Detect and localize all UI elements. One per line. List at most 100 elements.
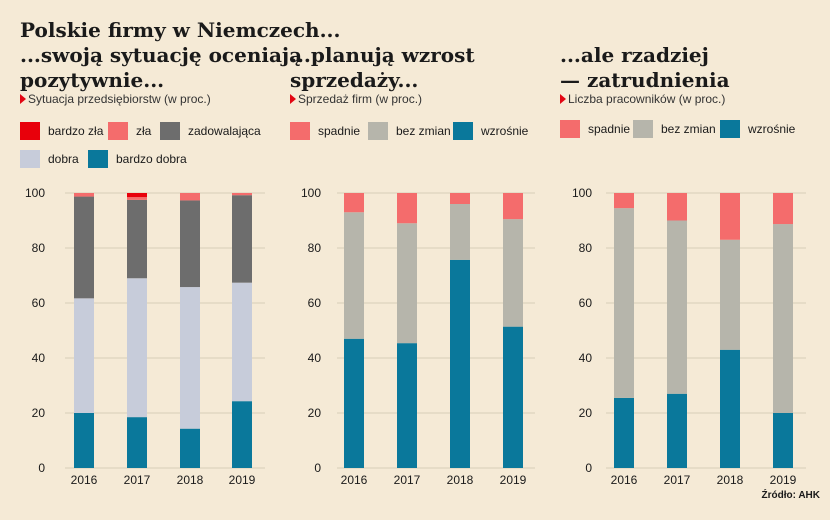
legend-swatch	[720, 120, 740, 138]
legend-item-bardzo-zla: bardzo zła	[20, 122, 103, 140]
legend-label: dobra	[48, 152, 79, 166]
subtitle-right-text: Liczba pracowników (w proc.)	[568, 92, 726, 106]
y-tick-label: 100	[25, 186, 45, 200]
bar-segment	[503, 219, 523, 327]
x-tick-label: 2017	[124, 473, 151, 487]
y-tick-label: 40	[308, 351, 322, 365]
legend-swatch	[108, 122, 128, 140]
legend-swatch	[88, 150, 108, 168]
legend-label: bardzo zła	[48, 124, 104, 138]
legend-swatch	[20, 122, 40, 140]
bar-segment	[232, 195, 252, 283]
y-tick-label: 20	[32, 406, 46, 420]
legend-item-zadowalajaca: zadowalająca	[160, 122, 261, 140]
legend-label: zła	[136, 124, 152, 138]
legend-swatch	[290, 122, 310, 140]
y-tick-label: 60	[308, 296, 322, 310]
y-tick-label: 60	[32, 296, 46, 310]
bar-segment	[667, 393, 687, 468]
x-tick-label: 2016	[71, 473, 98, 487]
bar-segment	[450, 204, 470, 260]
bar-segment	[450, 259, 470, 468]
y-tick-label: 40	[32, 351, 46, 365]
x-tick-label: 2019	[229, 473, 256, 487]
y-tick-label: 0	[585, 461, 592, 475]
bar-segment	[74, 413, 94, 468]
bar-segment	[74, 193, 94, 197]
bar-segment	[232, 193, 252, 196]
legend-label: bardzo dobra	[116, 152, 187, 166]
chart-title-right: ...ale rzadziej — zatrudnienia	[560, 43, 730, 92]
source-note: Źródło: AHK	[761, 490, 820, 501]
bar-segment	[614, 208, 634, 398]
legend-swatch	[368, 122, 388, 140]
legend-item-bez-zmian: bez zmian	[633, 120, 716, 138]
bar-segment	[614, 397, 634, 468]
x-tick-label: 2016	[341, 473, 368, 487]
legend-item-bardzo-dobra: bardzo dobra	[88, 150, 187, 168]
bar-segment	[344, 338, 364, 468]
chart-title-middle: ...planują wzrost sprzedaży...	[290, 43, 475, 92]
x-tick-label: 2019	[500, 473, 527, 487]
legend-label: bez zmian	[396, 124, 451, 138]
subtitle-marker-icon	[560, 94, 566, 104]
legend-swatch	[453, 122, 473, 140]
legend-item-wzrosnie: wzrośnie	[453, 122, 528, 140]
bar-segment	[397, 223, 417, 344]
bar-segment	[127, 199, 147, 279]
legend-label: bez zmian	[661, 122, 716, 136]
bar-segment	[180, 200, 200, 288]
subtitle-middle: Sprzedaż firm (w proc.)	[290, 92, 422, 106]
bar-segment	[397, 343, 417, 468]
y-tick-label: 60	[579, 296, 593, 310]
bar-segment	[773, 224, 793, 413]
x-tick-label: 2019	[770, 473, 797, 487]
x-tick-label: 2018	[177, 473, 204, 487]
bar-segment	[180, 193, 200, 201]
y-tick-label: 0	[314, 461, 321, 475]
subtitle-left-text: Sytuacja przedsiębiorstw (w proc.)	[28, 92, 211, 106]
subtitle-right: Liczba pracowników (w proc.)	[560, 92, 725, 106]
y-tick-label: 40	[579, 351, 593, 365]
bar-segment	[773, 413, 793, 468]
legend-swatch	[20, 150, 40, 168]
legend-item-dobra: dobra	[20, 150, 79, 168]
subtitle-marker-icon	[290, 94, 296, 104]
y-tick-label: 100	[572, 186, 592, 200]
bar-segment	[74, 298, 94, 413]
bar-segment	[450, 193, 470, 204]
chart-title-left: Polskie firmy w Niemczech... ...swoją sy…	[20, 18, 341, 92]
legend-label: spadnie	[318, 124, 361, 138]
x-tick-label: 2018	[717, 473, 744, 487]
legend-label: spadnie	[588, 122, 631, 136]
bar-segment	[180, 287, 200, 429]
bar-segment	[74, 196, 94, 299]
legend-item-zla: zła	[108, 122, 151, 140]
bar-segment	[127, 197, 147, 200]
x-tick-label: 2018	[447, 473, 474, 487]
legend-swatch	[160, 122, 180, 140]
x-tick-label: 2017	[664, 473, 691, 487]
bar-segment	[667, 193, 687, 221]
subtitle-marker-icon	[20, 94, 26, 104]
legend-item-spadnie: spadnie	[290, 122, 360, 140]
legend-swatch	[560, 120, 580, 138]
legend-swatch	[633, 120, 653, 138]
bar-segment	[720, 193, 740, 240]
y-tick-label: 0	[38, 461, 45, 475]
legend-label: zadowalająca	[188, 124, 261, 138]
y-tick-label: 100	[301, 186, 321, 200]
bar-segment	[232, 282, 252, 402]
y-tick-label: 80	[308, 241, 322, 255]
y-tick-label: 80	[579, 241, 593, 255]
subtitle-left: Sytuacja przedsiębiorstw (w proc.)	[20, 92, 211, 106]
bar-segment	[503, 326, 523, 468]
bar-segment	[127, 193, 147, 198]
bar-segment	[127, 417, 147, 468]
legend-item-wzrosnie: wzrośnie	[720, 120, 795, 138]
y-tick-label: 80	[32, 241, 46, 255]
bar-segment	[614, 193, 634, 209]
bar-segment	[127, 278, 147, 418]
x-tick-label: 2017	[394, 473, 421, 487]
